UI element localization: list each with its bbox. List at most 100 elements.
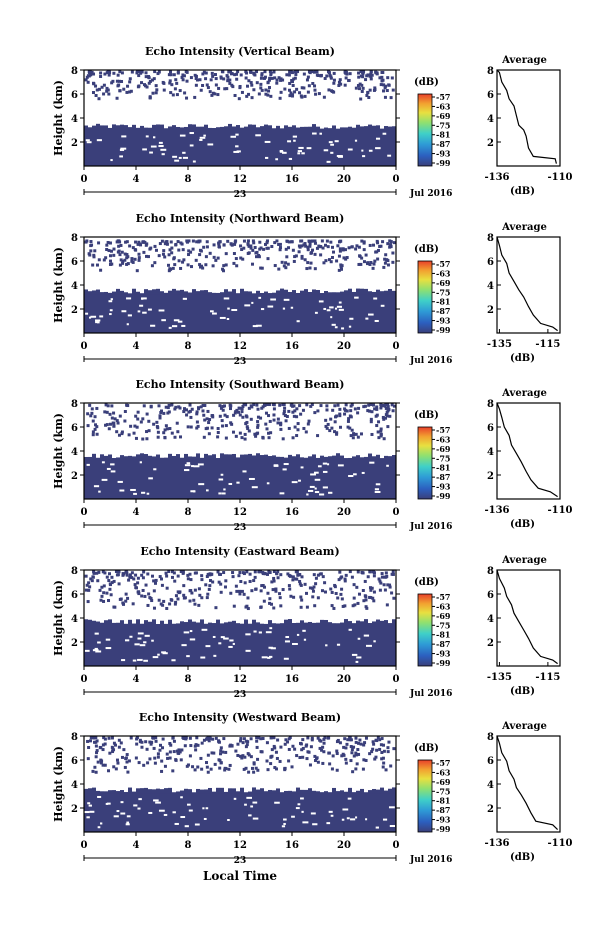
average-x-tick-label: -135 xyxy=(487,672,512,683)
echo-cell xyxy=(181,248,185,252)
echo-cell xyxy=(102,591,106,595)
echo-cell xyxy=(320,748,324,752)
x-tick-label: 0 xyxy=(393,674,400,685)
echo-cell xyxy=(257,253,261,257)
echo-cell xyxy=(122,748,126,752)
echo-cell xyxy=(136,576,140,580)
echo-cell xyxy=(259,246,263,250)
echo-cell xyxy=(84,588,88,592)
echo-cell xyxy=(222,571,226,575)
echo-gap xyxy=(110,470,116,473)
echo-cell xyxy=(120,124,124,130)
echo-cell xyxy=(317,244,321,248)
echo-cell xyxy=(270,602,274,606)
echo-cell xyxy=(185,239,189,243)
echo-gap xyxy=(212,312,217,315)
echo-gap xyxy=(85,139,90,142)
echo-cell xyxy=(224,454,228,460)
y-tick-label: 4 xyxy=(71,614,78,625)
echo-cell xyxy=(343,248,347,252)
echo-cell xyxy=(209,767,213,771)
echo-cell xyxy=(182,593,186,597)
echo-gap xyxy=(186,462,191,465)
echo-cell xyxy=(169,91,173,95)
echo-gap xyxy=(330,143,334,146)
echo-cell xyxy=(235,408,239,412)
echo-cell xyxy=(107,92,111,96)
echo-cell xyxy=(288,70,292,74)
echo-cell xyxy=(285,239,289,243)
echo-cell xyxy=(338,249,342,253)
echo-cell xyxy=(368,623,372,625)
echo-cell xyxy=(372,88,376,92)
echo-cell xyxy=(158,748,162,752)
echo-gap xyxy=(374,488,380,491)
y-tick-label: 2 xyxy=(71,471,78,482)
echo-cell xyxy=(188,789,192,794)
echo-cell xyxy=(217,242,221,246)
echo-cell xyxy=(162,249,166,253)
echo-gap xyxy=(191,465,195,468)
echo-cell xyxy=(212,243,216,247)
echo-cell xyxy=(118,253,122,257)
date-label: Jul 2016 xyxy=(409,689,452,699)
colorbar-tick-label: -69 xyxy=(436,777,451,787)
echo-cell xyxy=(313,239,317,243)
echo-cell xyxy=(287,759,291,763)
echo-cell xyxy=(267,403,271,407)
echo-cell xyxy=(129,89,133,93)
echo-cell xyxy=(291,93,295,97)
echo-cell xyxy=(194,83,198,87)
echo-cell xyxy=(139,71,143,75)
echo-cell xyxy=(145,437,149,441)
echo-cell xyxy=(324,456,328,460)
echo-cell xyxy=(190,591,194,595)
echo-cell xyxy=(176,71,180,75)
echo-cell xyxy=(268,76,272,80)
echo-gap xyxy=(121,310,127,313)
colorbar-tick-label: -93 xyxy=(436,149,451,159)
echo-cell xyxy=(144,289,148,295)
echo-cell xyxy=(264,88,268,92)
echo-cell xyxy=(187,239,191,243)
echo-gap xyxy=(307,489,314,492)
echo-cell xyxy=(140,453,144,460)
echo-cell xyxy=(139,420,143,424)
echo-cell xyxy=(349,745,353,749)
echo-cell xyxy=(88,253,92,257)
echo-cell xyxy=(323,581,327,585)
echo-cell xyxy=(178,750,182,754)
x-tick-label: 0 xyxy=(393,840,400,851)
echo-cell xyxy=(390,76,394,80)
echo-cell xyxy=(300,126,304,130)
echo-cell xyxy=(361,767,365,771)
echo-cell xyxy=(288,587,292,591)
echo-cell xyxy=(106,88,110,92)
echo-gap xyxy=(223,637,229,640)
colorbar-tick-label: -99 xyxy=(436,658,451,668)
echo-cell xyxy=(354,740,358,744)
echo-cell xyxy=(350,428,354,432)
echo-cell xyxy=(140,788,144,794)
echo-cell xyxy=(313,252,317,256)
echo-cell xyxy=(363,741,367,745)
echo-cell xyxy=(296,422,300,426)
echo-cell xyxy=(265,427,269,431)
echo-cell xyxy=(282,403,286,407)
echo-cell xyxy=(357,75,361,79)
echo-cell xyxy=(84,574,88,578)
y-tick-label: 4 xyxy=(71,447,78,458)
echo-cell xyxy=(306,248,310,252)
echo-cell xyxy=(362,743,366,747)
echo-cell xyxy=(242,767,246,771)
echo-cell xyxy=(331,245,335,249)
echo-cell xyxy=(119,258,123,262)
echo-cell xyxy=(86,424,90,428)
echo-cell xyxy=(303,242,307,246)
echo-gap xyxy=(375,483,381,486)
average-y-tick-label: 4 xyxy=(487,447,494,458)
echo-cell xyxy=(126,84,130,88)
echo-gap xyxy=(292,135,298,138)
echo-cell xyxy=(392,290,396,295)
echo-cell xyxy=(123,419,127,423)
